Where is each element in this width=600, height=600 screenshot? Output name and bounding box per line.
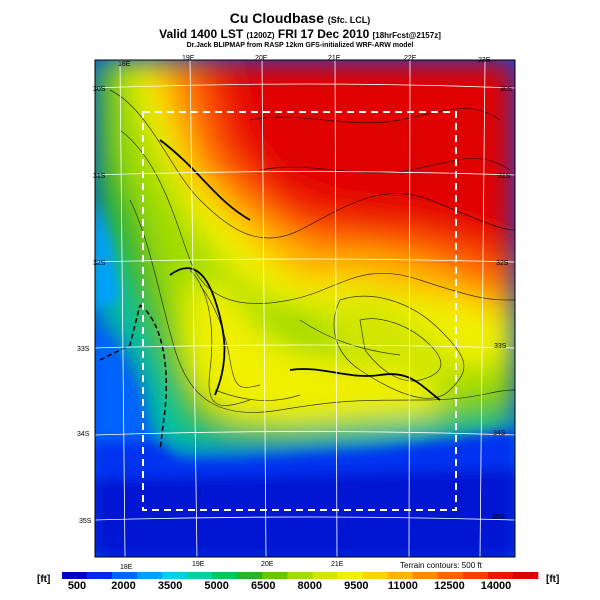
colorbar-unit-left: [ft] <box>37 574 51 585</box>
lon-label: 20E <box>261 561 274 568</box>
colorbar-swatch <box>337 572 363 579</box>
terrain-contours-note: Terrain contours: 500 ft <box>400 561 482 570</box>
lon-label: 19E <box>192 561 205 568</box>
lat-label: 31S <box>498 173 511 180</box>
lat-label: 32S <box>496 260 509 267</box>
colorbar-swatch <box>387 572 414 579</box>
colorbar-tick-label: 500 <box>67 580 87 592</box>
colorbar-tick-label: 11000 <box>387 580 418 592</box>
lat-label: 35S <box>79 518 92 525</box>
lat-label: 34S <box>77 431 90 438</box>
model-credit: Dr.Jack BLIPMAP from RASP 12km GFS-initi… <box>186 42 414 49</box>
colorbar-swatch <box>187 572 213 579</box>
colorbar-unit-right: [ft] <box>546 574 560 585</box>
colorbar-swatch <box>287 572 313 579</box>
colorbar-swatch <box>487 572 514 579</box>
lat-labels-left: 30S 31S 32S 33S 34S 35S <box>77 86 106 525</box>
lat-label: 33S <box>494 343 507 350</box>
colorbar-tick-label: 3500 <box>157 580 183 592</box>
lat-label: 30S <box>93 86 106 93</box>
colorbar-swatch <box>62 572 88 579</box>
cloudbase-field <box>95 60 515 557</box>
colorbar-tick-label: 14000 <box>480 580 512 592</box>
colorbar-tick-label: 5000 <box>204 580 229 592</box>
colorbar-swatch <box>262 572 288 579</box>
colorbar-tick-label: 12500 <box>434 580 465 592</box>
lat-label: 35S <box>492 514 505 521</box>
colorbar-tick-label: 8000 <box>297 580 322 592</box>
lon-label: 23E <box>478 57 491 64</box>
graticule <box>94 59 516 558</box>
lon-label: 21E <box>328 55 341 62</box>
colorbar-swatch <box>237 572 263 579</box>
lon-label: 22E <box>404 55 417 62</box>
colorbar-swatch <box>112 572 138 579</box>
lat-label: 33S <box>77 346 90 353</box>
colorbar <box>62 572 539 579</box>
lat-label: 30S <box>500 86 513 93</box>
colorbar-swatch <box>87 572 113 579</box>
colorbar-tick-label: 6500 <box>250 580 276 592</box>
lon-label: 19E <box>182 55 195 62</box>
lat-label: 31S <box>93 173 106 180</box>
colorbar-swatch <box>212 572 238 579</box>
lon-label: 21E <box>331 561 344 568</box>
inner-domain-box <box>142 111 457 511</box>
colorbar-swatch <box>312 572 338 579</box>
lat-label: 32S <box>93 260 106 267</box>
colorbar-tick-label: 9500 <box>344 580 369 592</box>
colorbar-swatch <box>362 572 388 579</box>
lon-label: 18E <box>120 564 133 571</box>
colorbar-swatch <box>412 572 439 579</box>
colorbar-swatch <box>137 572 163 579</box>
colorbar-swatch <box>512 572 539 579</box>
lon-labels-top: 18E 19E 20E 21E 22E 23E <box>118 55 491 68</box>
lon-label: 18E <box>118 61 131 68</box>
colorbar-swatch <box>162 572 188 579</box>
colorbar-tick-label: 2000 <box>111 580 136 592</box>
colorbar-swatch <box>462 572 489 579</box>
lon-labels-bottom: 18E 19E 20E 21E <box>120 561 344 571</box>
valid-time: Valid 1400 LST (1200Z) FRI 17 Dec 2010 [… <box>159 27 441 41</box>
map-title: Cu Cloudbase (Sfc. LCL) <box>229 10 371 26</box>
colorbar-swatch <box>437 572 464 579</box>
map-frame <box>94 59 516 558</box>
lat-label: 34S <box>493 430 506 437</box>
lon-label: 20E <box>255 55 268 62</box>
lat-labels-right: 30S 31S 32S 33S 34S 35S <box>492 86 513 521</box>
